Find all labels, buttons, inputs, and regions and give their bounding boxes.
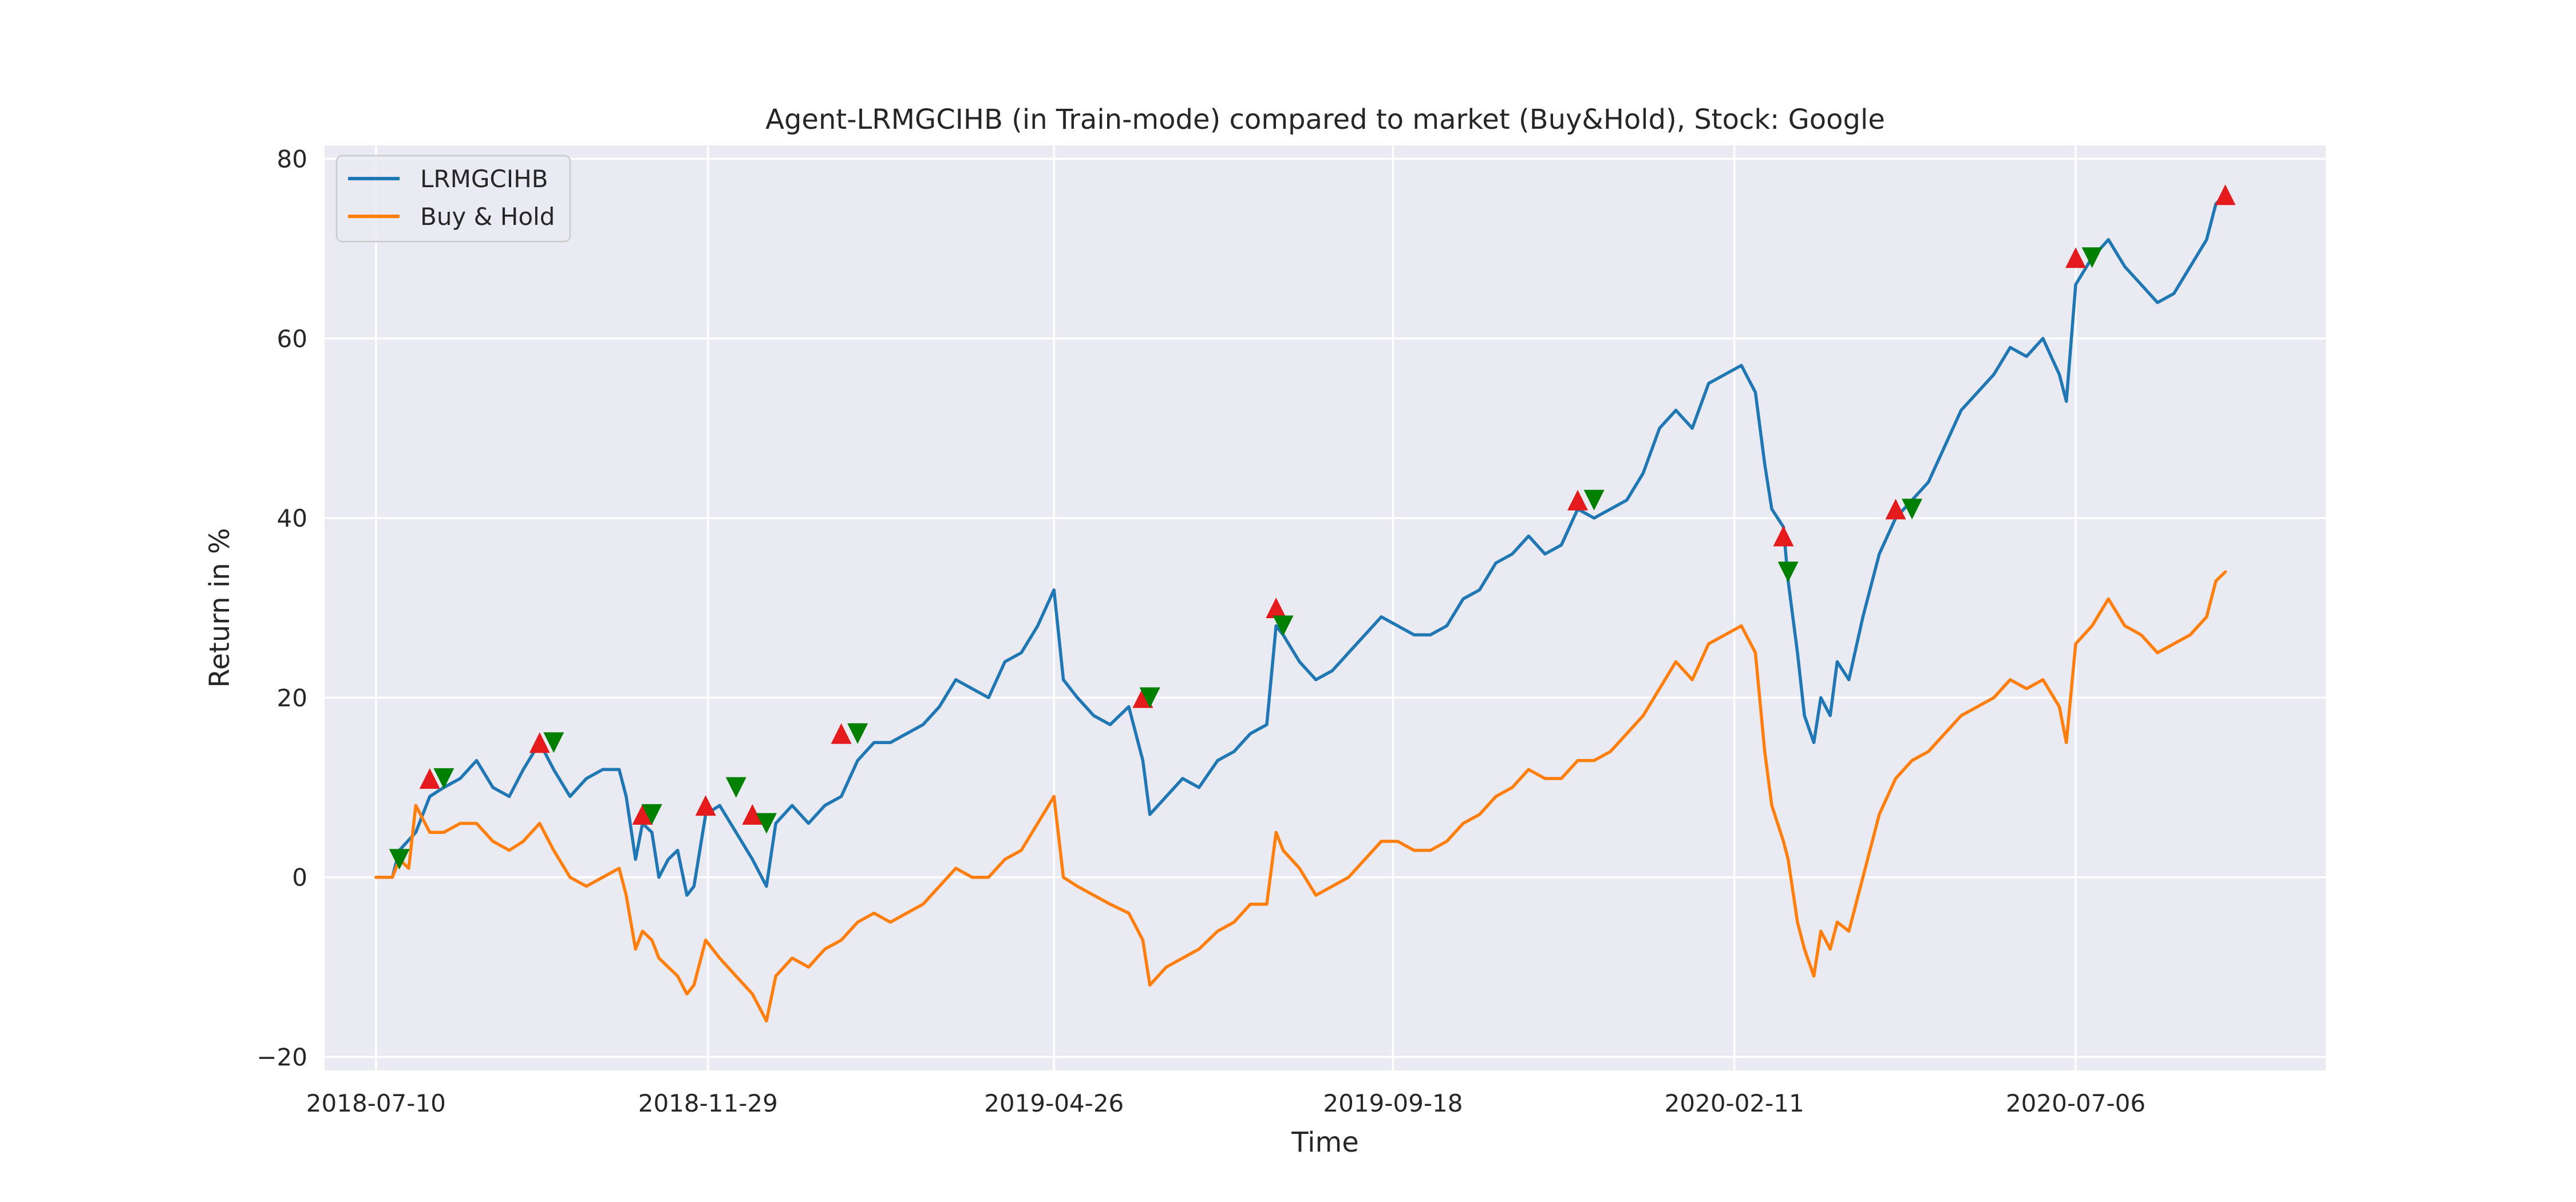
y-tick-label-5: 80 (277, 145, 307, 173)
x-axis-ticks: 2018-07-10 2018-11-29 2019-04-26 2019-09-18… (306, 1089, 2146, 1117)
buy-marker-11 (2065, 247, 2086, 268)
sell-marker-6 (847, 723, 868, 744)
buy-marker-1 (529, 732, 550, 753)
buy-marker-0 (419, 768, 440, 789)
trade-markers (389, 184, 2236, 870)
buy-marker-8 (1567, 489, 1589, 511)
y-axis-ticks: −20 0 20 40 60 80 (256, 145, 307, 1071)
x-tick-label-0: 2018-07-10 (306, 1089, 446, 1117)
x-tick-label-1: 2018-11-29 (638, 1089, 778, 1117)
gridlines (325, 145, 2326, 1070)
sell-marker-8 (1273, 615, 1294, 636)
chart-title: Agent-LRMGCIHB (in Train-mode) compared … (765, 104, 1885, 136)
x-tick-label-2: 2019-04-26 (984, 1089, 1124, 1117)
y-tick-label-0: −20 (256, 1043, 307, 1071)
sell-marker-3 (641, 804, 662, 825)
sell-marker-9 (1583, 489, 1605, 511)
x-tick-label-3: 2019-09-18 (1323, 1089, 1463, 1117)
y-tick-label-4: 60 (277, 325, 307, 353)
sell-marker-7 (1139, 687, 1160, 708)
buy-marker-9 (1773, 525, 1794, 547)
buy-marker-5 (831, 723, 852, 744)
legend: LRMGCIHB Buy & Hold (335, 155, 571, 243)
y-tick-label-1: 0 (292, 864, 307, 892)
sell-marker-10 (1777, 562, 1799, 583)
buy-marker-12 (2215, 184, 2236, 205)
series-line-lrmgcihb (374, 193, 2227, 897)
x-tick-label-5: 2020-07-06 (2006, 1089, 2146, 1117)
y-tick-label-3: 40 (277, 504, 307, 532)
plot-area (325, 145, 2326, 1070)
sell-marker-5 (756, 813, 777, 834)
legend-label-buy-and-hold: Buy & Hold (420, 203, 555, 231)
buy-marker-4 (742, 804, 763, 825)
y-axis-label: Return in % (204, 528, 236, 687)
sell-marker-4 (725, 777, 746, 798)
sell-marker-12 (2081, 247, 2103, 268)
sell-marker-11 (1902, 499, 1923, 520)
buy-marker-2 (632, 804, 653, 825)
sell-marker-2 (543, 732, 564, 753)
buy-marker-10 (1885, 499, 1906, 520)
x-axis-label: Time (1291, 1126, 1358, 1158)
buy-marker-7 (1266, 598, 1287, 618)
sell-marker-0 (389, 849, 410, 870)
series-line-buy-and-hold (374, 570, 2227, 1023)
x-tick-label-4: 2020-02-11 (1665, 1089, 1804, 1117)
y-tick-label-2: 20 (277, 684, 307, 712)
legend-label-lrmgcihb: LRMGCIHB (420, 165, 548, 193)
buy-marker-3 (695, 795, 716, 816)
sell-marker-1 (433, 768, 455, 789)
series-lines (374, 193, 2227, 1023)
